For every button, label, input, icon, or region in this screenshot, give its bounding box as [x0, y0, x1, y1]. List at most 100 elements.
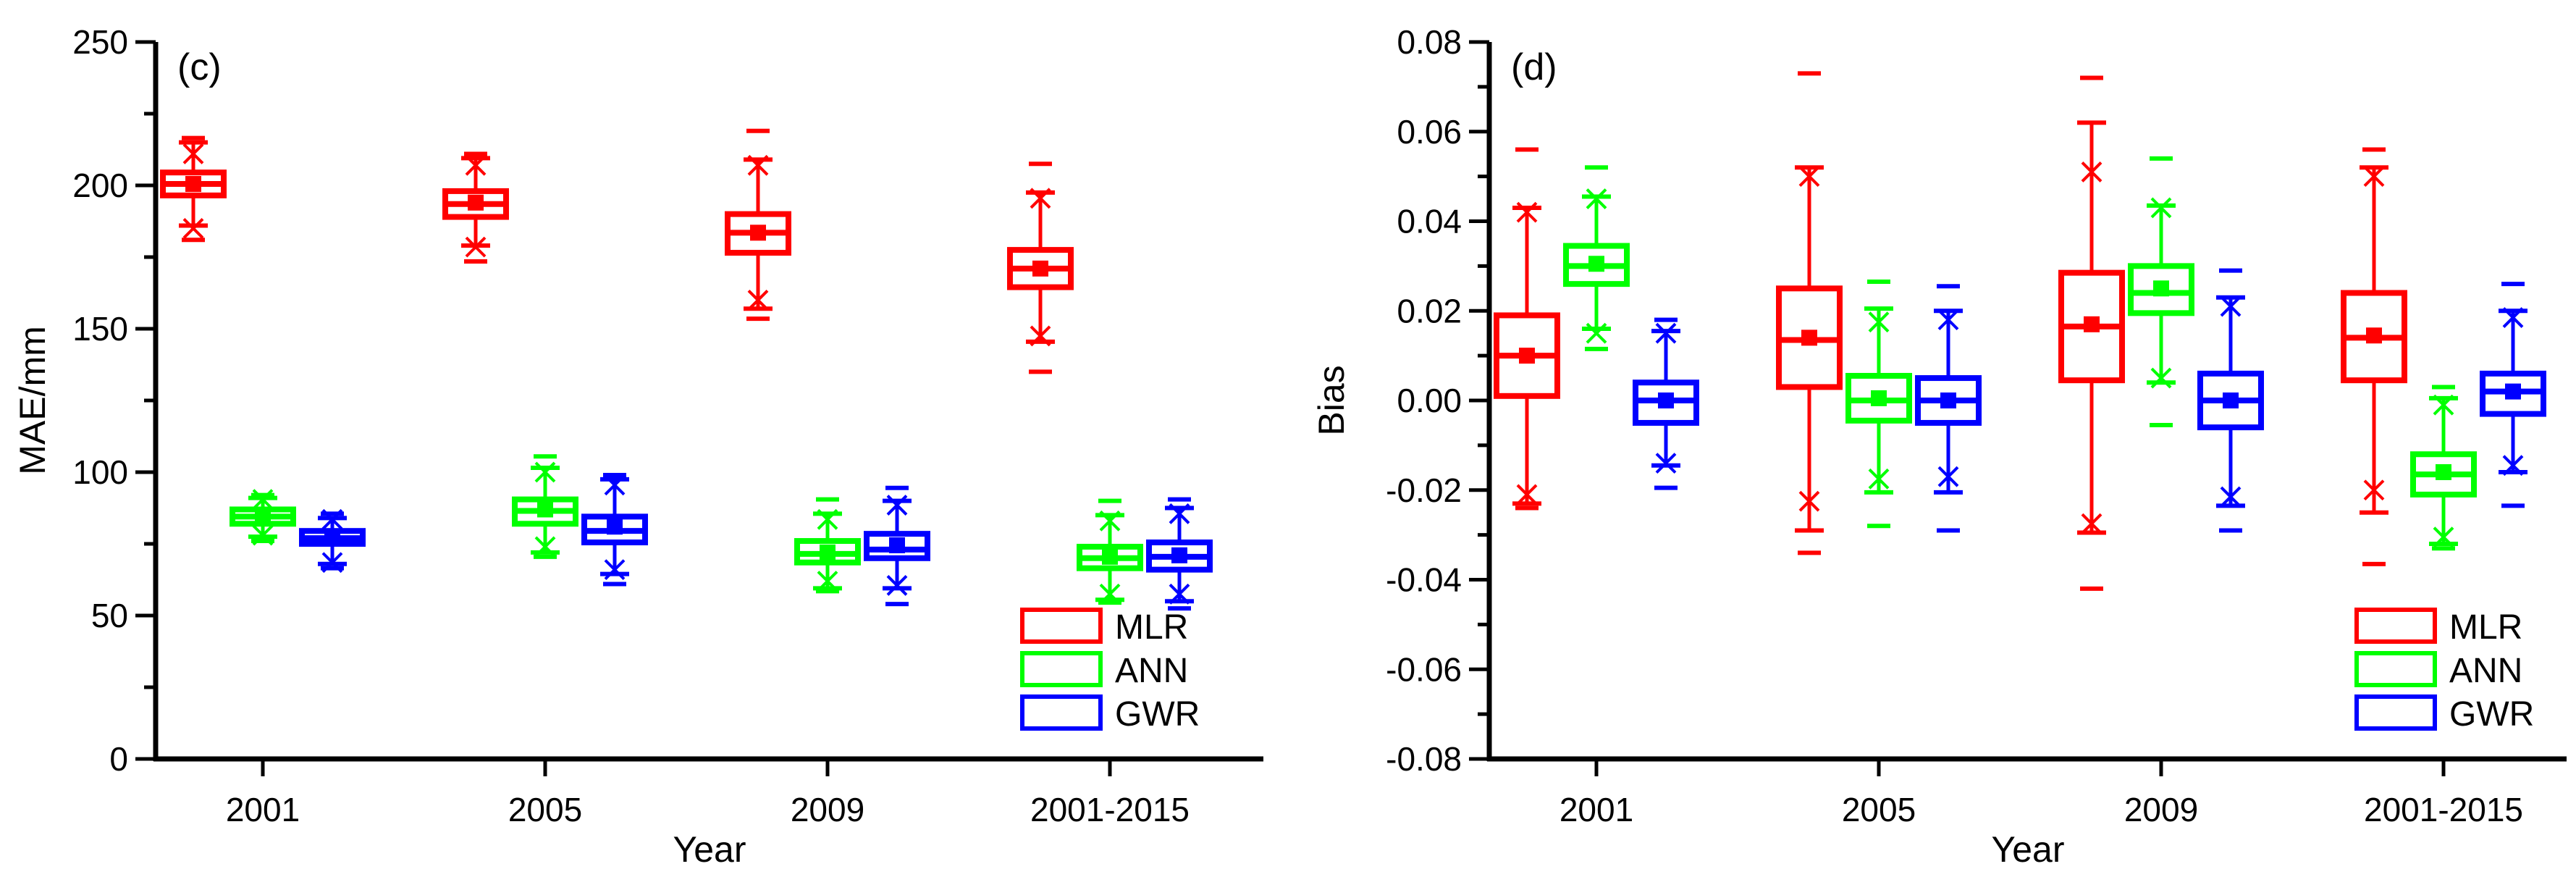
x-high	[2363, 166, 2385, 188]
mean-marker	[2436, 464, 2451, 480]
box-c-GWR-2001	[299, 508, 366, 574]
box-d-ANN-2001-2015	[2410, 385, 2477, 551]
y-tick-label: 0	[109, 740, 128, 778]
x-low	[2150, 367, 2172, 389]
y-tick-label: -0.08	[1386, 740, 1462, 778]
x-tick-label: 2005	[1842, 791, 1916, 828]
box-c-MLR-2005	[442, 151, 509, 264]
x-low	[534, 536, 556, 558]
x-low	[1937, 466, 1959, 487]
legend-label-MLR: MLR	[2449, 608, 2522, 647]
x-tick-label: 2005	[508, 791, 582, 828]
legend-swatch-ANN	[1020, 651, 1103, 687]
x-low	[252, 524, 274, 546]
x-high	[2150, 197, 2172, 219]
x-low	[1516, 484, 1538, 505]
mean-marker	[2153, 280, 2169, 297]
x-axis-title: Year	[1991, 829, 2064, 870]
box-d-MLR-2001	[1494, 147, 1560, 511]
legend-swatch-MLR	[2354, 608, 2437, 644]
mean-marker	[255, 507, 271, 524]
box-d-MLR-2009	[2058, 75, 2125, 591]
y-axis-title: Bias	[1311, 365, 1352, 435]
box-c-ANN-2001-2015	[1077, 498, 1143, 605]
x-tick-label: 2001-2015	[2364, 791, 2523, 828]
mean-marker	[2505, 383, 2521, 400]
mean-marker	[185, 176, 201, 193]
x-axis-title: Year	[673, 829, 746, 870]
y-axis-title: MAE/mm	[12, 326, 53, 475]
y-tick-label: -0.06	[1386, 650, 1462, 688]
box-c-MLR-2009	[725, 128, 791, 322]
x-tick-label: 2001	[226, 791, 300, 828]
y-tick-label: 0.08	[1397, 23, 1462, 61]
x-high	[321, 508, 343, 530]
x-low	[1868, 468, 1890, 490]
x-high	[1868, 311, 1890, 333]
x-low	[604, 559, 626, 581]
mean-marker	[1871, 390, 1887, 406]
box-c-MLR-2001	[160, 135, 227, 243]
mean-marker	[889, 537, 905, 553]
x-low	[465, 236, 487, 258]
mean-marker	[1171, 547, 1187, 563]
mean-marker	[468, 194, 484, 211]
legend-label-ANN: ANN	[2449, 652, 2522, 690]
x-high	[1798, 166, 1820, 188]
x-low	[321, 552, 343, 574]
mean-marker	[2084, 316, 2100, 332]
box-d-MLR-2005	[1776, 71, 1843, 555]
x-high	[182, 143, 204, 164]
x-tick-label: 2001-2015	[1030, 791, 1190, 828]
x-low	[2433, 526, 2454, 548]
x-low	[747, 289, 769, 311]
x-low	[1169, 583, 1190, 605]
panel-label: (d)	[1511, 46, 1557, 88]
iqr-box	[2128, 263, 2194, 316]
box-c-GWR-2009	[864, 485, 930, 607]
x-low	[2081, 513, 2103, 534]
x-high	[1655, 322, 1677, 344]
mean-marker	[1102, 548, 1118, 565]
box-d-MLR-2001-2015	[2341, 147, 2407, 566]
x-high	[2081, 161, 2103, 182]
box-d-GWR-2009	[2197, 268, 2264, 533]
x-high	[817, 508, 838, 530]
legend-swatch-GWR	[2354, 694, 2437, 731]
legend-label-GWR: GWR	[2449, 695, 2534, 734]
x-low	[182, 217, 204, 239]
x-tick-label: 2001	[1560, 791, 1633, 828]
panel-label: (c)	[177, 46, 222, 88]
mean-marker	[1519, 348, 1535, 364]
legend-label-GWR: GWR	[1115, 695, 1200, 734]
mean-marker	[2223, 392, 2239, 408]
panel-c: 0 50 100 150 200 250 2001 2005 2009 2001-2015 Year…	[12, 23, 1263, 870]
mean-marker	[1801, 329, 1817, 346]
box-d-ANN-2005	[1845, 280, 1912, 529]
x-low	[2502, 455, 2524, 477]
y-tick-label: -0.04	[1386, 561, 1462, 599]
legend-label-MLR: MLR	[1115, 608, 1188, 647]
y-tick-label: 50	[91, 597, 128, 634]
y-tick-label: 0.02	[1397, 292, 1462, 329]
x-low	[886, 575, 908, 596]
x-low	[2363, 479, 2385, 501]
legend-label-ANN: ANN	[1115, 652, 1188, 690]
x-high	[465, 154, 487, 176]
x-high	[604, 474, 626, 496]
x-high	[747, 154, 769, 176]
x-low	[817, 571, 838, 592]
x-low	[2220, 486, 2242, 508]
y-tick-label: -0.02	[1386, 471, 1462, 509]
y-tick-label: 150	[72, 310, 128, 348]
axes-c: 0 50 100 150 200 250 2001 2005 2009 2001-2015	[72, 23, 1263, 828]
panel-d: -0.08 -0.06 -0.04 -0.02 0.00 0.02 0.04 0.06 0.08…	[1311, 23, 2567, 870]
box-c-GWR-2005	[581, 472, 648, 587]
x-high	[534, 461, 556, 483]
box-c-ANN-2009	[794, 497, 861, 594]
x-high	[2220, 295, 2242, 317]
legend-swatch-MLR	[1020, 608, 1103, 644]
mean-marker	[607, 519, 623, 535]
legend-c: MLR ANN GWR	[1020, 608, 1200, 734]
x-high	[886, 495, 908, 516]
